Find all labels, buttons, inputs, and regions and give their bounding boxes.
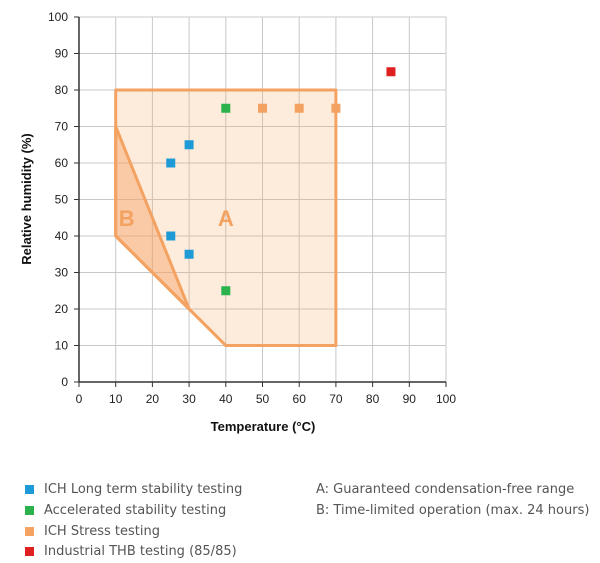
- x-tick-label: 30: [182, 392, 196, 406]
- x-tick-label: 40: [219, 392, 233, 406]
- x-tick-label: 60: [293, 392, 307, 406]
- data-point-series-2: [331, 103, 341, 113]
- data-point-series-0: [166, 231, 176, 241]
- region-label-a: A: [218, 206, 234, 231]
- note-b: B: Time-limited operation (max. 24 hours…: [316, 503, 590, 518]
- y-tick-label: 40: [55, 229, 69, 243]
- region-b: [114, 125, 191, 311]
- legend-swatch: [25, 485, 34, 494]
- y-tick-label: 30: [55, 266, 69, 280]
- regions: AB: [114, 88, 338, 347]
- data-point-series-0: [166, 158, 176, 168]
- note-a: A: Guaranteed condensation-free range: [316, 482, 575, 497]
- x-tick-label: 80: [366, 392, 380, 406]
- region-label-b: B: [119, 206, 135, 231]
- y-tick-label: 10: [55, 339, 69, 353]
- legend-item-long-term: ICH Long term stability testing: [25, 482, 242, 497]
- axes: [74, 16, 447, 387]
- y-tick-label: 0: [61, 375, 68, 389]
- data-point-series-1: [221, 103, 231, 113]
- x-tick-label: 70: [329, 392, 343, 406]
- data-point-series-3: [386, 67, 396, 77]
- x-tick-label: 90: [403, 392, 417, 406]
- legend-label: Industrial THB testing (85/85): [44, 544, 237, 559]
- x-tick-label: 50: [256, 392, 270, 406]
- data-point-series-1: [221, 286, 231, 296]
- x-axis-label: Temperature (°C): [211, 419, 316, 434]
- legend-item-stress: ICH Stress testing: [25, 524, 160, 539]
- data-point-series-2: [294, 103, 304, 113]
- legend-label: ICH Long term stability testing: [44, 482, 243, 497]
- x-tick-label: 10: [109, 392, 123, 406]
- data-point-series-0: [184, 140, 194, 150]
- y-tick-label: 70: [55, 120, 69, 134]
- legend-item-accelerated: Accelerated stability testing: [25, 503, 226, 518]
- legend-label: Accelerated stability testing: [44, 503, 227, 518]
- x-tick-label: 100: [436, 392, 456, 406]
- chart: AB 0 10 20 30 40 50 60 70 80 90 100010203040506070…: [19, 10, 456, 434]
- data-point-series-0: [184, 249, 194, 259]
- y-tick-label: 90: [55, 47, 69, 61]
- y-tick-label: 80: [55, 83, 69, 97]
- x-tick-label: 20: [146, 392, 160, 406]
- y-tick-label: 100: [48, 10, 68, 24]
- y-tick-label: 50: [55, 193, 69, 207]
- data-point-series-2: [258, 103, 267, 113]
- legend-label: ICH Stress testing: [44, 524, 160, 539]
- y-tick-label: 20: [55, 302, 69, 316]
- y-axis-label: Relative humidity (%): [19, 133, 34, 264]
- tick-labels: 0 10 20 30 40 50 60 70 80 90 100 0 10 20 30 40 50 60 70 80 9…: [48, 10, 456, 406]
- x-tick-label: 0: [76, 392, 83, 406]
- data-points: [166, 67, 396, 296]
- legend-swatch: [25, 527, 34, 536]
- legend-swatch: [25, 506, 34, 515]
- legend-swatch: [25, 547, 34, 556]
- legend-item-thb: Industrial THB testing (85/85): [25, 544, 237, 559]
- y-tick-label: 60: [55, 156, 69, 170]
